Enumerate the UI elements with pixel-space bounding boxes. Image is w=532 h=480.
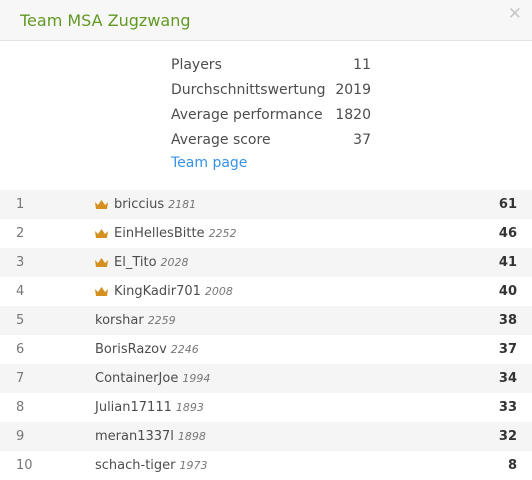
table-row[interactable]: 2 EinHellesBitte 2252 46	[0, 219, 532, 248]
player-rank: 6	[16, 342, 25, 357]
player-link[interactable]: briccius 2181	[95, 197, 196, 212]
player-score: 32	[498, 429, 517, 444]
player-table: 1 briccius 2181 61 2 EinHellesBitte 2252 4…	[0, 190, 532, 480]
player-rating: 2028	[160, 256, 189, 269]
stat-label: Average performance	[171, 107, 323, 123]
stat-label: Average score	[171, 132, 271, 148]
player-rank: 1	[16, 197, 25, 212]
player-rank: 5	[16, 313, 25, 328]
player-name: schach-tiger	[95, 458, 176, 473]
player-rating: 1973	[179, 459, 208, 472]
player-score: 33	[498, 400, 517, 415]
stat-label: Players	[171, 57, 222, 73]
close-icon[interactable]: ✕	[507, 4, 522, 24]
player-score: 8	[507, 458, 517, 473]
stat-value: 1820	[335, 107, 371, 123]
crown-icon	[95, 200, 108, 209]
player-name: El_Tito	[114, 255, 157, 270]
player-name: KingKadir701	[114, 284, 201, 299]
stat-value: 37	[353, 132, 371, 148]
player-rating: 1898	[177, 430, 206, 443]
player-rating: 1994	[182, 372, 211, 385]
player-score: 41	[498, 255, 517, 270]
table-row[interactable]: 6 BorisRazov 2246 37	[0, 335, 532, 364]
table-row[interactable]: 8 Julian17111 1893 33	[0, 393, 532, 422]
player-rank: 3	[16, 255, 25, 270]
team-page-link[interactable]: Team page	[171, 155, 248, 171]
team-title: Team MSA Zugzwang	[20, 11, 191, 30]
player-link[interactable]: El_Tito 2028	[95, 255, 189, 270]
player-score: 46	[498, 226, 517, 241]
player-rank: 4	[16, 284, 25, 299]
player-score: 40	[498, 284, 517, 299]
stat-average-performance: Average performance 1820	[171, 107, 371, 132]
table-row[interactable]: 9 meran1337l 1898 32	[0, 422, 532, 451]
team-stats: Players 11 Durchschnittswertung 2019 Ave…	[171, 57, 371, 171]
table-row[interactable]: 10 schach-tiger 1973 8	[0, 451, 532, 480]
player-rating: 2008	[204, 285, 233, 298]
crown-icon	[95, 258, 108, 267]
player-rating: 2246	[170, 343, 199, 356]
table-row[interactable]: 3 El_Tito 2028 41	[0, 248, 532, 277]
player-rank: 8	[16, 400, 25, 415]
player-rating: 1893	[175, 401, 204, 414]
player-link[interactable]: meran1337l 1898	[95, 429, 206, 444]
player-rating: 2181	[168, 198, 197, 211]
player-link[interactable]: korshar 2259	[95, 313, 176, 328]
crown-icon	[95, 287, 108, 296]
player-link[interactable]: KingKadir701 2008	[95, 284, 233, 299]
player-link[interactable]: Julian17111 1893	[95, 400, 204, 415]
table-row[interactable]: 4 KingKadir701 2008 40	[0, 277, 532, 306]
stat-value: 2019	[335, 82, 371, 98]
player-rating: 2252	[208, 227, 237, 240]
player-link[interactable]: schach-tiger 1973	[95, 458, 208, 473]
player-name: meran1337l	[95, 429, 174, 444]
player-rating: 2259	[147, 314, 176, 327]
player-score: 61	[498, 197, 517, 212]
panel-header: Team MSA Zugzwang ✕	[0, 0, 532, 41]
crown-icon	[95, 229, 108, 238]
table-row[interactable]: 7 ContainerJoe 1994 34	[0, 364, 532, 393]
player-rank: 9	[16, 429, 25, 444]
player-name: EinHellesBitte	[114, 226, 205, 241]
player-name: Julian17111	[95, 400, 172, 415]
stat-label: Durchschnittswertung	[171, 82, 326, 98]
player-rank: 2	[16, 226, 25, 241]
stat-value: 11	[353, 57, 371, 73]
player-score: 37	[498, 342, 517, 357]
player-rank: 7	[16, 371, 25, 386]
player-name: briccius	[114, 197, 165, 212]
player-score: 38	[498, 313, 517, 328]
player-name: BorisRazov	[95, 342, 167, 357]
player-rank: 10	[16, 458, 33, 473]
player-link[interactable]: ContainerJoe 1994	[95, 371, 210, 386]
stat-average-rating: Durchschnittswertung 2019	[171, 82, 371, 107]
table-row[interactable]: 5 korshar 2259 38	[0, 306, 532, 335]
stat-average-score: Average score 37	[171, 132, 371, 157]
stat-players: Players 11	[171, 57, 371, 82]
player-link[interactable]: EinHellesBitte 2252	[95, 226, 237, 241]
player-link[interactable]: BorisRazov 2246	[95, 342, 199, 357]
player-score: 34	[498, 371, 517, 386]
player-name: korshar	[95, 313, 144, 328]
player-name: ContainerJoe	[95, 371, 179, 386]
table-row[interactable]: 1 briccius 2181 61	[0, 190, 532, 219]
